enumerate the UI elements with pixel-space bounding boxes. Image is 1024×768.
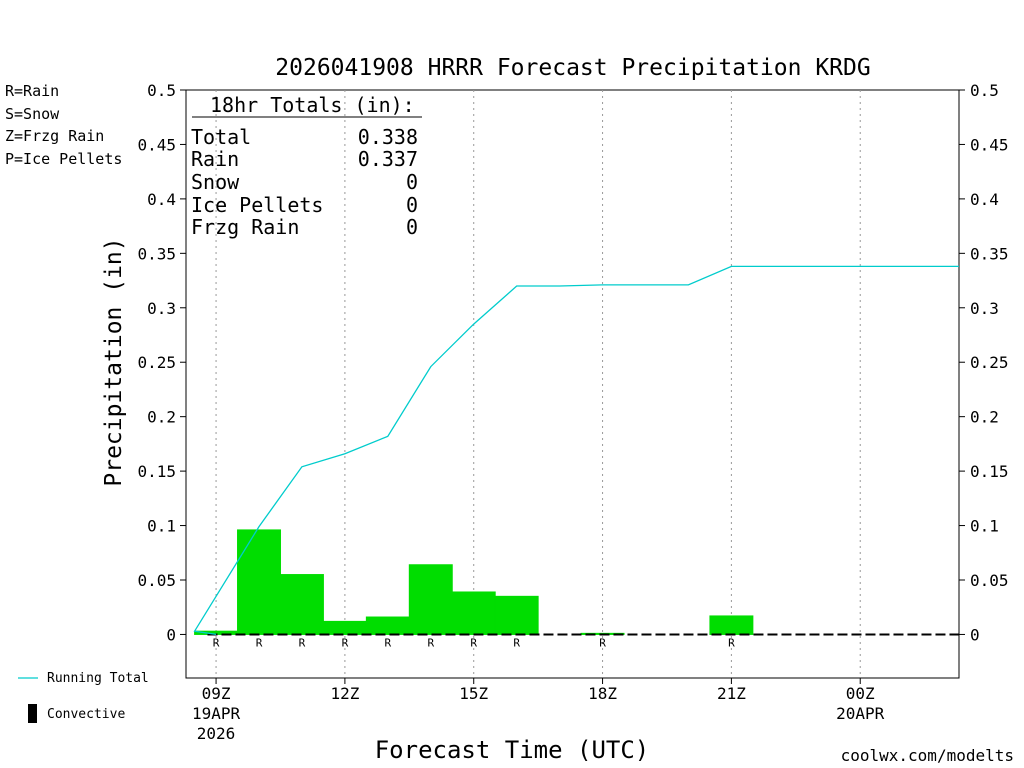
totals-header: 18hr Totals (in):	[210, 93, 415, 117]
totals-frzg-label: Frzg Rain	[191, 215, 299, 239]
rain-type-marker: R	[427, 636, 434, 649]
convective-legend-label: Convective	[47, 707, 125, 722]
series-legend: Running Total Convective	[18, 671, 149, 723]
totals-ice-label: Ice Pellets	[191, 193, 323, 217]
rain-type-marker: R	[513, 636, 520, 649]
y-tick-label-right: 0.5	[970, 81, 999, 100]
y-tick-label-left: 0.05	[137, 571, 176, 590]
rain-type-marker: R	[385, 636, 392, 649]
y-tick-label-right: 0.05	[970, 571, 1009, 590]
rain-bar	[322, 620, 367, 635]
y-axis-label: Precipitation (in)	[101, 237, 127, 486]
legend-frzg-rain: Z=Frzg Rain	[5, 127, 104, 145]
y-axis-ticks: 0 00.05 0.050.1 0.10.15 0.150.2 0.20.25 0.250.…	[137, 81, 1008, 644]
totals-rain-label: Rain	[191, 147, 239, 171]
rain-bar	[237, 529, 281, 635]
rain-bar	[709, 615, 754, 635]
x-tick-label: 21Z	[717, 684, 746, 703]
y-tick-label-left: 0.4	[147, 190, 176, 209]
legend-rain: R=Rain	[5, 82, 59, 100]
rain-type-marker: R	[256, 636, 263, 649]
y-tick-label-left: 0.3	[147, 299, 176, 318]
totals-total-value: 0.338	[358, 125, 418, 149]
rain-type-marker: R	[470, 636, 477, 649]
totals-ice-value: 0	[406, 193, 418, 217]
totals-rain-value: 0.337	[358, 147, 418, 171]
y-tick-label-right: 0.35	[970, 244, 1009, 263]
y-tick-label-left: 0.2	[147, 408, 176, 427]
rain-type-marker: R	[342, 636, 349, 649]
rain-type-marker: R	[299, 636, 306, 649]
rain-bar	[494, 595, 539, 635]
totals-frzg-value: 0	[406, 215, 418, 239]
grid-lines	[215, 90, 861, 678]
y-tick-label-right: 0.25	[970, 353, 1009, 372]
totals-total-label: Total	[191, 125, 251, 149]
y-tick-label-right: 0.4	[970, 190, 999, 209]
x-tick-label: 00Z	[846, 684, 875, 703]
rain-bar	[451, 591, 496, 635]
y-tick-label-right: 0	[970, 625, 980, 644]
y-tick-label-left: 0.25	[137, 353, 176, 372]
x-tick-date: 19APR	[192, 704, 241, 723]
y-tick-label-right: 0.1	[970, 517, 999, 536]
y-tick-label-left: 0.35	[137, 244, 176, 263]
x-tick-label: 15Z	[459, 684, 488, 703]
y-tick-label-right: 0.45	[970, 135, 1009, 154]
rain-bar	[408, 564, 453, 635]
rain-bars	[194, 529, 754, 635]
legend-snow: S=Snow	[5, 105, 60, 123]
credit-text: coolwx.com/modelts	[841, 746, 1014, 765]
rain-bar	[365, 616, 410, 635]
plot-frame	[185, 89, 960, 679]
x-tick-label: 18Z	[588, 684, 617, 703]
running-total-legend-label: Running Total	[47, 671, 149, 686]
y-tick-label-right: 0.3	[970, 299, 999, 318]
x-tick-date: 20APR	[836, 704, 885, 723]
x-axis-label: Forecast Time (UTC)	[375, 736, 650, 764]
chart-title: 2026041908 HRRR Forecast Precipitation K…	[275, 55, 870, 81]
y-tick-label-right: 0.15	[970, 462, 1009, 481]
x-tick-label: 09Z	[202, 684, 231, 703]
y-tick-label-left: 0.5	[147, 81, 176, 100]
running-total-line	[193, 265, 959, 636]
y-tick-label-right: 0.2	[970, 408, 999, 427]
rain-type-marker: R	[599, 636, 606, 649]
y-tick-label-left: 0.1	[147, 517, 176, 536]
totals-snow-value: 0	[406, 170, 418, 194]
y-tick-label-left: 0.45	[137, 135, 176, 154]
totals-box: 18hr Totals (in): Total 0.338 Rain 0.337…	[191, 93, 422, 239]
rain-type-marker: R	[213, 636, 220, 649]
y-tick-label-left: 0.15	[137, 462, 176, 481]
convective-legend-swatch	[28, 704, 37, 723]
totals-snow-label: Snow	[191, 170, 240, 194]
legend-ice-pellets: P=Ice Pellets	[5, 150, 122, 168]
y-tick-label-left: 0	[166, 625, 176, 644]
rain-type-marker: R	[728, 636, 735, 649]
type-legend: R=Rain S=Snow Z=Frzg Rain P=Ice Pellets	[5, 82, 122, 168]
rain-bar	[279, 574, 324, 635]
x-tick-year: 2026	[197, 724, 236, 743]
x-tick-label: 12Z	[330, 684, 359, 703]
